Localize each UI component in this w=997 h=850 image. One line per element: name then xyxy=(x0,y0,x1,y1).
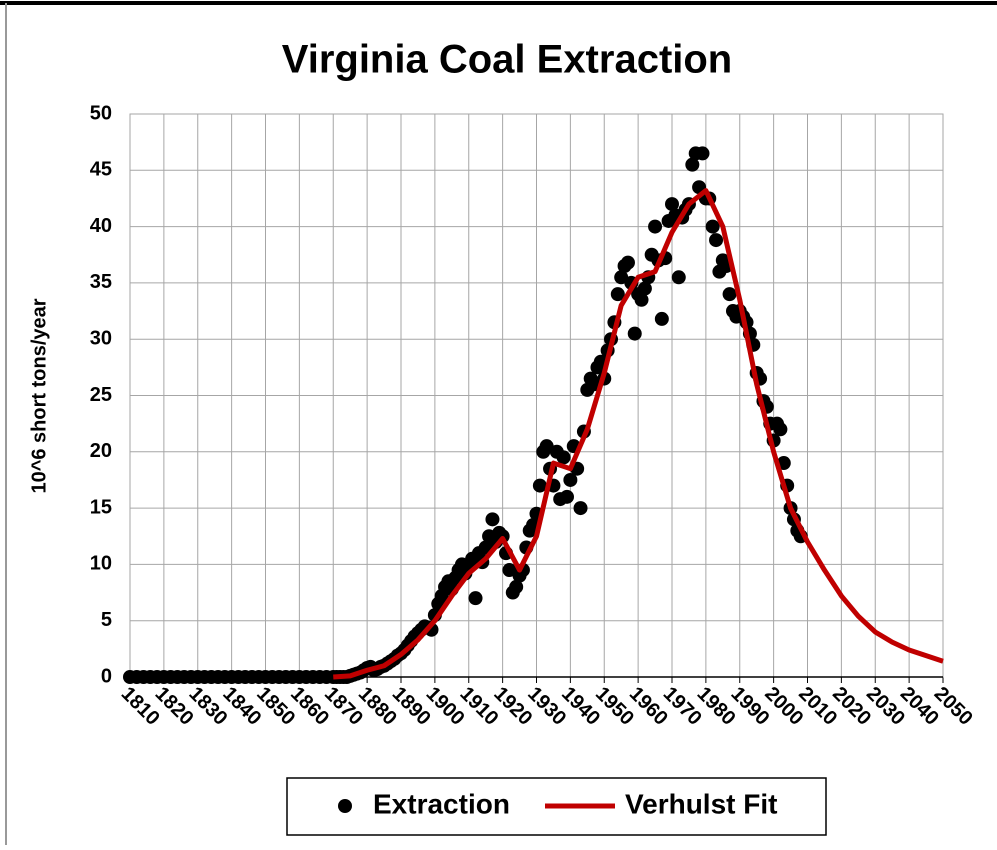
data-point xyxy=(563,472,578,487)
data-point xyxy=(559,489,574,504)
data-point xyxy=(695,146,710,161)
data-point xyxy=(620,255,635,270)
data-point xyxy=(685,157,700,172)
data-point xyxy=(648,219,663,234)
data-point xyxy=(709,233,724,248)
y-axis-label: 10^6 short tons/year xyxy=(28,298,50,493)
legend-marker xyxy=(338,799,352,813)
data-point xyxy=(722,287,737,302)
data-point xyxy=(773,422,788,437)
y-tick-label: 0 xyxy=(101,665,112,687)
y-tick-label: 35 xyxy=(90,271,112,293)
y-tick-label: 50 xyxy=(90,102,112,124)
data-point xyxy=(532,478,547,493)
data-point xyxy=(654,311,669,326)
legend-label: Verhulst Fit xyxy=(625,788,777,819)
y-tick-label: 20 xyxy=(90,440,112,462)
data-point xyxy=(665,197,679,212)
y-tick-label: 30 xyxy=(90,327,112,349)
fit-line xyxy=(333,188,944,680)
y-tick-label: 45 xyxy=(90,159,112,181)
y-tick-label: 5 xyxy=(101,609,112,631)
y-tick-label: 15 xyxy=(90,496,112,518)
legend-label: Extraction xyxy=(373,788,510,819)
data-point xyxy=(627,326,642,341)
y-tick-label: 10 xyxy=(90,553,112,575)
data-point xyxy=(573,501,588,516)
data-point xyxy=(705,219,720,234)
data-point xyxy=(485,512,500,527)
data-point xyxy=(610,287,625,302)
data-point xyxy=(637,281,652,296)
chart-title: Virginia Coal Extraction xyxy=(282,38,733,82)
data-point xyxy=(468,591,483,606)
y-tick-label: 25 xyxy=(90,384,112,406)
y-tick-label: 40 xyxy=(90,215,112,237)
data-point xyxy=(634,292,649,307)
data-point xyxy=(509,579,524,594)
data-point xyxy=(671,270,686,285)
data-point xyxy=(556,450,571,465)
